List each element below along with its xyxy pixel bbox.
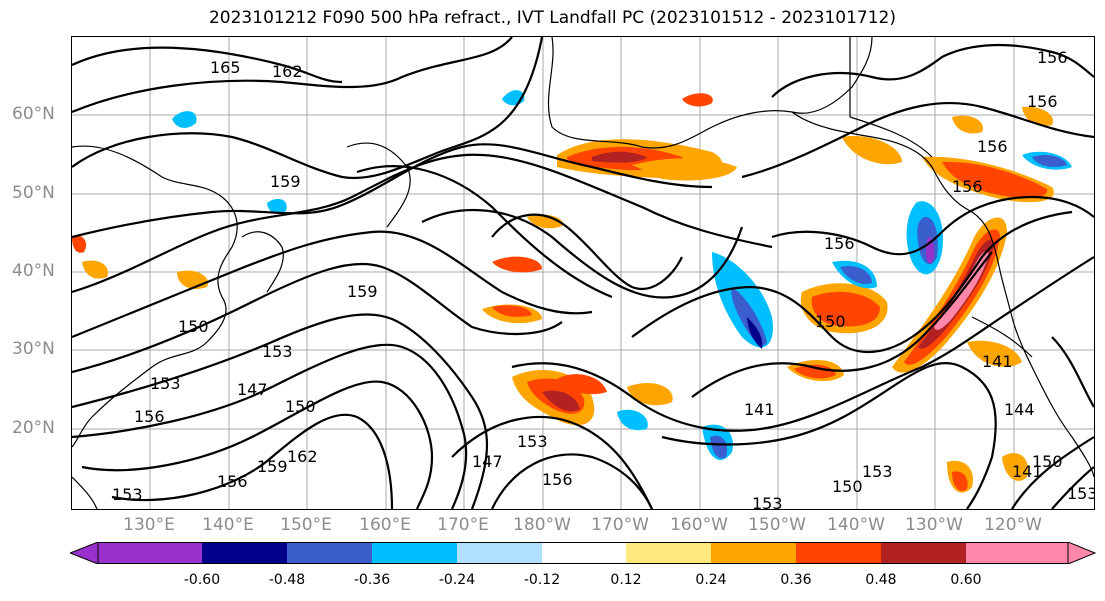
colorbar-tick: -0.24 <box>438 572 476 588</box>
contour-label: 150 <box>1032 452 1063 471</box>
contour-label: 156 <box>1027 92 1058 111</box>
contour-label: 156 <box>542 470 573 489</box>
contour-label: 153 <box>862 462 893 481</box>
lon-label: 130°W <box>905 515 963 535</box>
colorbar-segment <box>542 542 626 564</box>
contour-label: 150 <box>178 317 209 336</box>
colorbar-tick: 0.36 <box>780 572 812 588</box>
contour-label-group: 165 162 156 156 156 159 159 150 153 153 … <box>112 48 1094 509</box>
colorbar <box>70 542 1096 564</box>
contour-label: 156 <box>977 137 1008 156</box>
lon-label: 170°E <box>437 515 489 535</box>
contour-label: 153 <box>752 494 783 509</box>
lat-label-60n: 60°N <box>12 104 55 124</box>
lon-label: 140°W <box>827 515 885 535</box>
map-canvas: 165 162 156 156 156 159 159 150 153 153 … <box>72 37 1094 509</box>
colorbar-tick: -0.60 <box>183 572 221 588</box>
lon-label: 130°E <box>123 515 175 535</box>
shaded-anomalies <box>72 90 1072 493</box>
contour-label: 165 <box>210 58 241 77</box>
contour-label: 156 <box>134 407 165 426</box>
contour-label: 147 <box>472 452 503 471</box>
lat-label-30n: 30°N <box>12 339 55 359</box>
refractivity-contours <box>72 37 1094 509</box>
coastlines <box>72 37 1094 509</box>
colorbar-tick: 0.12 <box>610 572 642 588</box>
map-panel: 165 162 156 156 156 159 159 150 153 153 … <box>71 36 1095 510</box>
lat-label-20n: 20°N <box>12 418 55 438</box>
colorbar-tick: -0.12 <box>523 572 561 588</box>
lon-label: 160°E <box>359 515 411 535</box>
colorbar-segment <box>372 542 457 564</box>
contour-label: 150 <box>832 477 863 496</box>
contour-label: 159 <box>257 457 288 476</box>
colorbar-segment <box>966 542 1068 564</box>
contour-label: 147 <box>237 380 268 399</box>
colorbar-min-arrow <box>70 542 99 564</box>
lon-label: 170°W <box>591 515 649 535</box>
contour-label: 156 <box>1037 48 1068 67</box>
lon-label: 180°W <box>513 515 571 535</box>
contour-label: 159 <box>347 282 378 301</box>
contour-label: 162 <box>287 447 318 466</box>
colorbar-frame <box>97 542 1069 564</box>
graticule <box>72 37 1094 509</box>
colorbar-segment <box>287 542 372 564</box>
contour-label: 153 <box>150 374 181 393</box>
contour-label: 144 <box>1004 400 1035 419</box>
colorbar-segment <box>202 542 287 564</box>
lon-label: 150°W <box>748 515 806 535</box>
colorbar-tick: -0.36 <box>353 572 391 588</box>
contour-label: 156 <box>952 177 983 196</box>
map-title: 2023101212 F090 500 hPa refract., IVT La… <box>208 8 896 28</box>
contour-label: 153 <box>262 342 293 361</box>
lat-label-40n: 40°N <box>12 261 55 281</box>
contour-label: 141 <box>982 352 1013 371</box>
contour-label: 162 <box>272 62 303 81</box>
contour-label: 150 <box>815 312 846 331</box>
contour-label: 141 <box>744 400 775 419</box>
contour-label: 153 <box>517 432 548 451</box>
colorbar-tick: -0.48 <box>268 572 306 588</box>
lat-label-50n: 50°N <box>12 183 55 203</box>
colorbar-segment <box>881 542 966 564</box>
colorbar-segment <box>796 542 881 564</box>
contour-label: 159 <box>270 172 301 191</box>
lon-label: 120°W <box>984 515 1042 535</box>
contour-label: 153 <box>1067 484 1094 503</box>
contour-label: 156 <box>824 234 855 253</box>
contour-label: 141 <box>1012 462 1043 481</box>
colorbar-tick: 0.48 <box>865 572 897 588</box>
lon-label: 160°W <box>670 515 728 535</box>
lon-label: 140°E <box>202 515 254 535</box>
colorbar-segment <box>98 542 202 564</box>
colorbar-tick: 0.60 <box>950 572 982 588</box>
contour-label: 153 <box>112 485 143 504</box>
colorbar-tick: 0.24 <box>695 572 727 588</box>
lon-label: 150°E <box>280 515 332 535</box>
contour-label: 150 <box>285 397 316 416</box>
colorbar-max-arrow <box>1067 542 1096 564</box>
colorbar-segment <box>457 542 542 564</box>
colorbar-segment <box>711 542 796 564</box>
colorbar-segment <box>626 542 711 564</box>
contour-label: 156 <box>217 472 248 491</box>
